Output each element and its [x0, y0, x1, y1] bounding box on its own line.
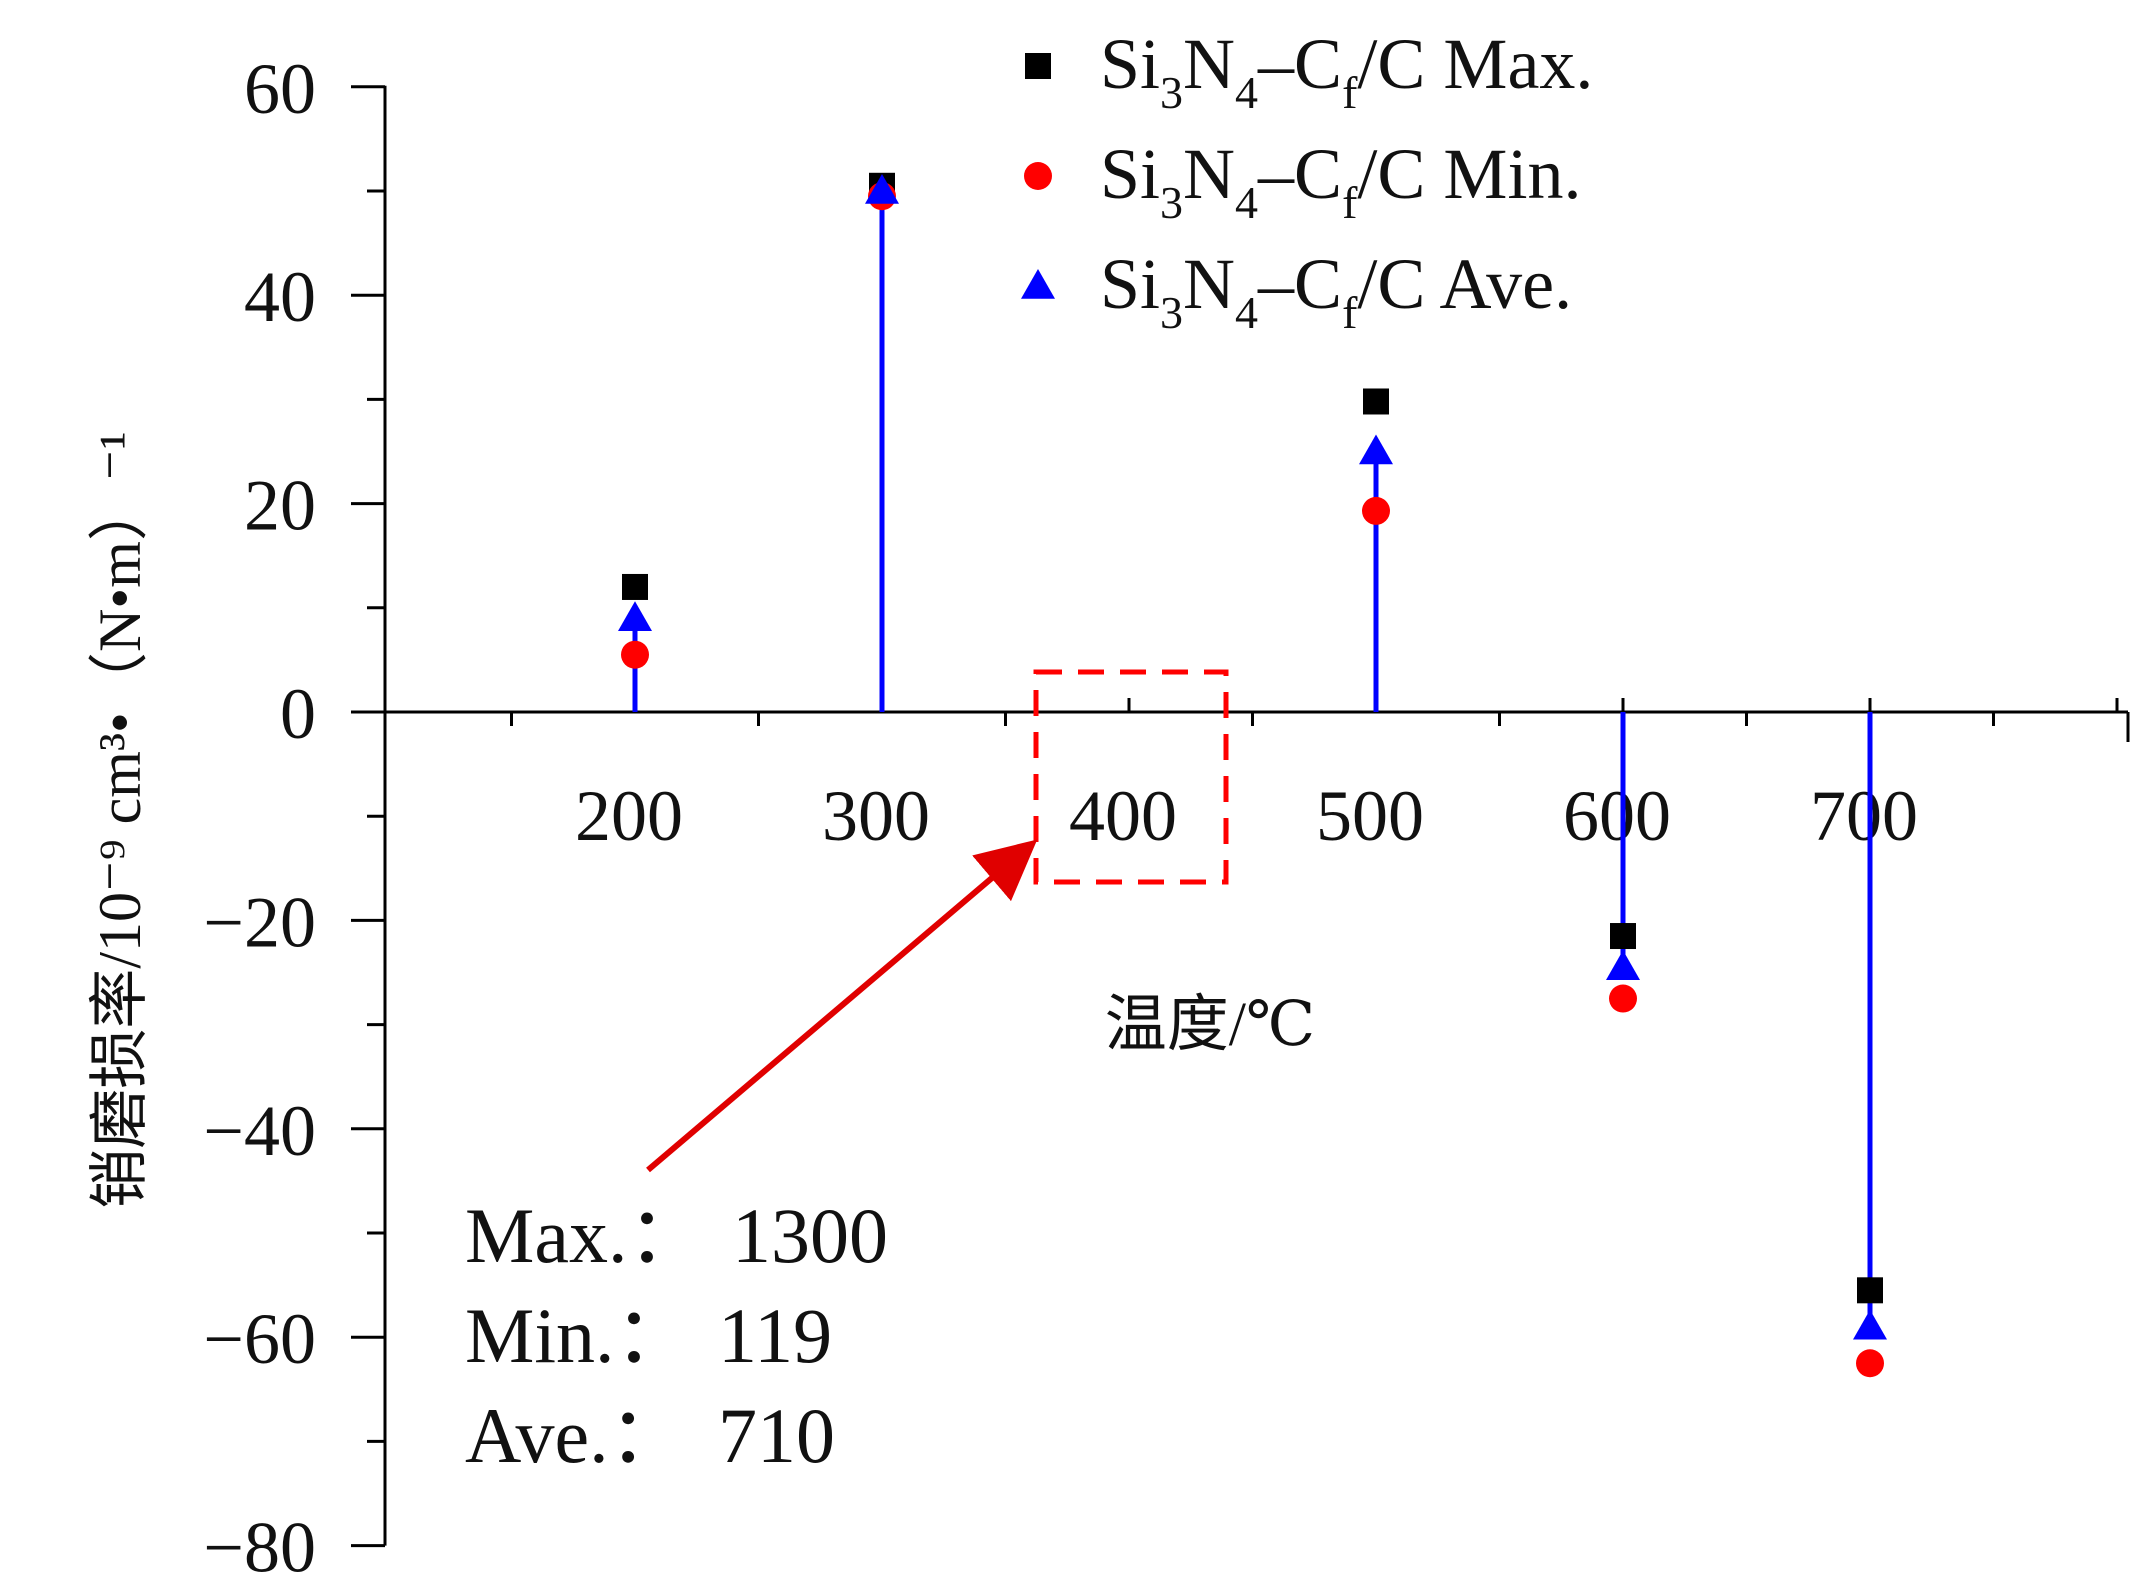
axes [351, 85, 2130, 1548]
square-marker [1610, 923, 1636, 950]
triangle-marker [1606, 950, 1640, 981]
annotation-max-label: Max.： [465, 1192, 705, 1279]
data-markers [618, 172, 1887, 1378]
circle-marker [1362, 496, 1390, 525]
y-tick-label: 60 [244, 49, 316, 129]
legend-circle-marker [1024, 162, 1052, 190]
annotation-ave-label: Ave.： [465, 1392, 687, 1479]
stem-lines [632, 191, 1873, 1327]
triangle-marker [618, 601, 652, 631]
legend-label: Si3N4–Cf/C Max. [1100, 24, 1593, 118]
y-tick-label: −60 [203, 1299, 316, 1379]
x-tick-label: 500 [1316, 776, 1424, 856]
x-tick-label: 400 [1069, 776, 1177, 856]
x-tick-label: 700 [1810, 776, 1918, 856]
annotation-ave-value: 710 [718, 1392, 835, 1479]
y-tick-label: 20 [244, 466, 316, 546]
y-axis-title: 销磨损率/10⁻⁹ cm³•（N•m）⁻¹ [87, 431, 153, 1208]
circle-marker [1856, 1349, 1884, 1378]
square-marker [622, 573, 648, 600]
x-tick-label: 200 [575, 776, 683, 856]
annotation-line-min: Min.： 119 [465, 1292, 832, 1379]
highlight-box [1033, 669, 1229, 885]
legend-triangle-marker [1021, 269, 1055, 299]
circle-marker [621, 640, 649, 669]
annotation-min-label: Min.： [465, 1292, 693, 1379]
x-axis-title: 温度/℃ [1105, 991, 1316, 1059]
legend-square-marker [1025, 53, 1051, 79]
triangle-marker [865, 174, 899, 204]
annotation-max-value: 1300 [732, 1192, 888, 1279]
y-tick-labels: 60 40 20 0 −20 −40 −60 −80 [203, 49, 316, 1588]
y-tick-label: 40 [244, 257, 316, 337]
legend-label: Si3N4–Cf/C Ave. [1100, 244, 1572, 338]
legend: Si3N4–Cf/C Max. Si3N4–Cf/C Min. Si3N4–Cf/C… [1021, 24, 1593, 338]
triangle-marker [1853, 1309, 1887, 1340]
legend-label: Si3N4–Cf/C Min. [1100, 134, 1581, 228]
triangle-marker [1359, 434, 1393, 465]
annotation-min-value: 119 [718, 1292, 832, 1379]
y-tick-label: −20 [203, 882, 316, 962]
square-marker [1857, 1277, 1883, 1304]
y-tick-label: 0 [280, 674, 316, 754]
circle-marker [1609, 984, 1637, 1013]
y-tick-label: −40 [203, 1091, 316, 1171]
x-tick-labels: 200 300 400 500 600 700 [575, 776, 1918, 856]
annotation-text: Max.： 1300 Min.： 119 Ave.： 710 [465, 1192, 888, 1479]
y-tick-label: −80 [203, 1508, 316, 1588]
annotation-arrow [646, 839, 1038, 1173]
square-marker [1363, 388, 1389, 415]
annotation-line-max: Max.： 1300 [465, 1192, 888, 1279]
x-tick-label: 300 [822, 776, 930, 856]
annotation-line-ave: Ave.： 710 [465, 1392, 835, 1479]
x-tick-label: 600 [1563, 776, 1671, 856]
highlight-annotation [646, 669, 1229, 1173]
